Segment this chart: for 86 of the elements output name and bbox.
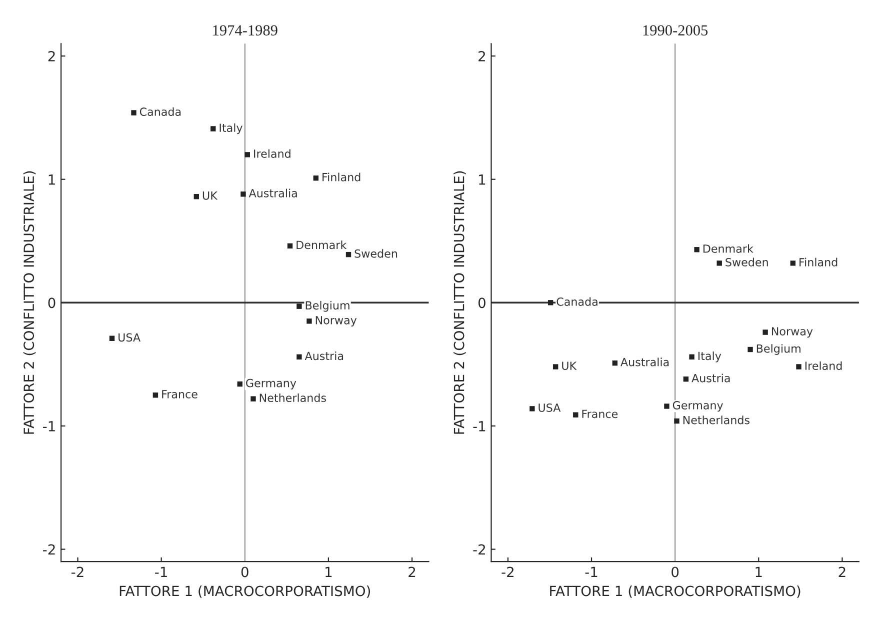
point: [296, 354, 302, 360]
point: [296, 304, 302, 309]
x-tick-label: -1: [585, 566, 598, 578]
x-tick-label: -2: [72, 566, 84, 578]
y-tick-label: -2: [473, 544, 485, 555]
annotation: Belgium: [306, 300, 350, 312]
annotation: USA: [538, 404, 561, 412]
annotation: France: [582, 410, 618, 418]
point: [552, 364, 558, 370]
point: [210, 126, 216, 132]
annotation: Sweden: [726, 258, 768, 266]
point: [548, 300, 554, 306]
y-tick-label: 2: [48, 50, 55, 62]
point: [573, 412, 578, 418]
annotation: Norway: [316, 316, 357, 327]
y-tick-label: -2: [43, 544, 55, 555]
point: [612, 360, 618, 366]
point: [346, 252, 352, 258]
x-tick-label: -1: [155, 566, 167, 578]
x-tick-label: 0: [241, 566, 248, 578]
x-axis-title: FATTORE 1 (MACROCORPORATISMO): [120, 585, 370, 598]
annotation: Australia: [248, 188, 297, 198]
point: [674, 418, 680, 424]
point: [237, 381, 242, 387]
annotation: UK: [202, 192, 218, 200]
annotation: Ireland: [254, 149, 290, 158]
y-axis-title: FATTORE 2 (CONFLITTO INDUSTRIALE): [23, 171, 36, 434]
x-tick-label: 2: [408, 566, 416, 578]
annotation: Finland: [322, 172, 360, 182]
y-tick-label: -1: [473, 421, 486, 432]
point: [664, 404, 670, 409]
annotation: Austria: [304, 352, 343, 360]
point: [240, 192, 246, 197]
y-tick-label: 2: [478, 50, 485, 62]
point: [748, 346, 753, 352]
point: [530, 406, 535, 412]
annotation: Netherlands: [683, 416, 750, 424]
point: [716, 260, 722, 266]
annotation: Canada: [556, 297, 598, 306]
annotation: Denmark: [703, 244, 754, 253]
chart-title: 1974-1989: [213, 25, 278, 36]
annotation: Austria: [692, 374, 730, 382]
point: [313, 175, 319, 181]
x-axis-title: FATTORE 1 (MACROCORPORATISMO): [550, 585, 800, 598]
point: [762, 330, 768, 335]
point: [796, 364, 802, 370]
x-tick-label: -2: [502, 566, 514, 578]
x-tick-label: 1: [756, 566, 762, 578]
annotation: Australia: [620, 358, 669, 366]
x-tick-label: 0: [672, 566, 679, 578]
y-tick-label: 1: [48, 174, 55, 185]
y-tick-label: -1: [43, 421, 55, 432]
annotation: Canada: [140, 107, 181, 116]
annotation: Italy: [220, 123, 242, 134]
x-tick-label: 2: [838, 566, 846, 578]
point: [306, 318, 312, 324]
y-axis-title: FATTORE 2 (CONFLITTO INDUSTRIALE): [454, 171, 466, 434]
point: [689, 354, 694, 360]
point: [109, 336, 115, 341]
point: [790, 260, 796, 266]
point: [683, 376, 689, 382]
point: [194, 194, 200, 200]
annotation: France: [162, 390, 198, 398]
annotation: Italy: [698, 352, 722, 362]
annotation: Belgium: [756, 344, 800, 355]
annotation: Germany: [246, 378, 296, 390]
annotation: Norway: [772, 327, 813, 338]
annotation: UK: [562, 362, 577, 370]
chart-title: 1990-2005: [643, 25, 708, 36]
point: [287, 243, 293, 249]
y-tick-label: 0: [478, 298, 486, 308]
annotation: Finland: [800, 258, 838, 266]
annotation: Germany: [672, 401, 724, 412]
point: [250, 396, 256, 402]
point: [131, 110, 136, 116]
x-tick-label: 1: [326, 566, 332, 578]
point: [244, 152, 250, 158]
annotation: Ireland: [805, 361, 842, 370]
annotation: Sweden: [354, 249, 398, 258]
y-tick-label: 1: [479, 174, 486, 185]
point: [152, 392, 158, 398]
annotation: Denmark: [296, 240, 347, 250]
point: [694, 247, 700, 252]
annotation: USA: [118, 333, 140, 342]
y-tick-label: 0: [48, 298, 56, 308]
annotation: Netherlands: [260, 393, 326, 402]
